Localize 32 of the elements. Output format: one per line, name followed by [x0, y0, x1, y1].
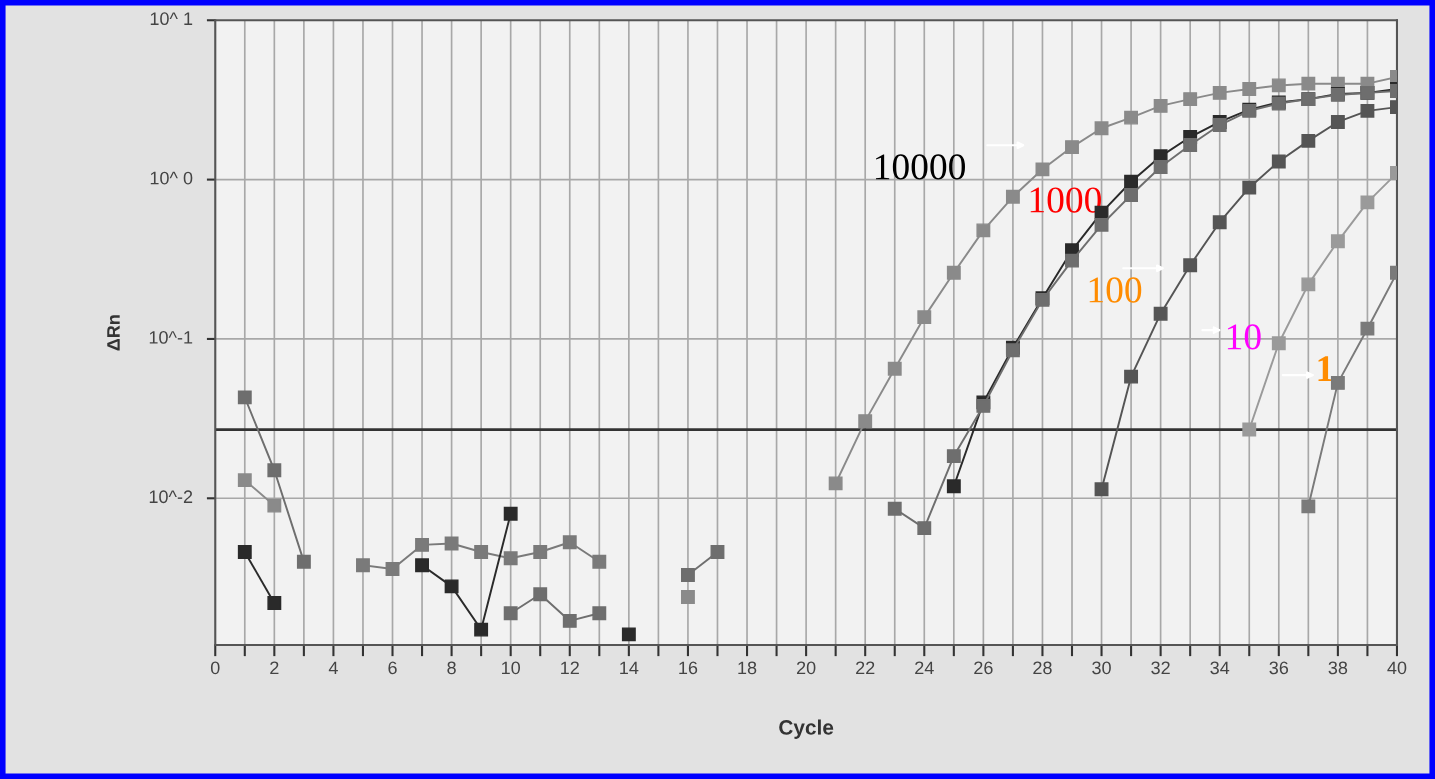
x-tick-label: 40	[1387, 661, 1407, 675]
x-tick-label: 16	[679, 661, 698, 675]
x-tick-label: 4	[328, 661, 338, 675]
y-axis-title: ΔRn	[107, 315, 120, 351]
y-tick-label: 10^ 1	[150, 12, 193, 26]
x-axis-title: Cycle	[779, 719, 834, 739]
y-tick-label: 10^-1	[149, 331, 193, 344]
x-tick-label: 28	[1033, 661, 1052, 675]
x-tick-label: 30	[1092, 661, 1111, 675]
x-tick-label: 12	[561, 661, 579, 675]
x-tick-label: 18	[738, 661, 757, 675]
x-tick-label: 36	[1269, 661, 1289, 675]
x-tick-label: 34	[1210, 661, 1230, 675]
annotation: 1000	[1030, 187, 1101, 213]
x-tick-label: 14	[620, 661, 639, 675]
annotation: 10	[1227, 324, 1261, 350]
x-tick-label: 10	[502, 661, 521, 675]
x-tick-label: 24	[915, 661, 934, 675]
x-tick-label: 38	[1328, 661, 1348, 675]
annotation: 10000	[875, 154, 965, 180]
x-tick-label: 2	[270, 661, 279, 675]
annotation: 1	[1318, 356, 1333, 382]
y-tick-label: 10^ 0	[150, 171, 193, 185]
x-tick-label: 8	[447, 661, 456, 675]
x-tick-label: 32	[1151, 661, 1170, 675]
x-tick-label: 0	[210, 661, 220, 675]
annotation: 100	[1089, 277, 1142, 303]
x-tick-label: 26	[974, 661, 993, 675]
x-tick-label: 22	[856, 661, 875, 675]
x-tick-label: 6	[388, 661, 397, 675]
y-tick-label: 10^-2	[149, 490, 193, 504]
x-tick-label: 20	[796, 661, 816, 675]
